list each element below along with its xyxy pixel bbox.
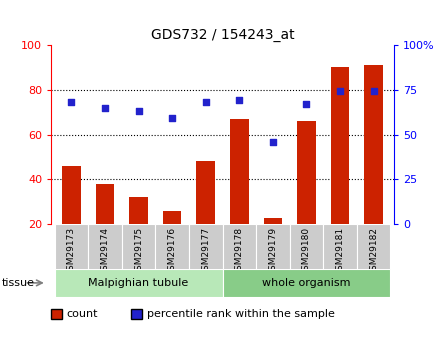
Text: percentile rank within the sample: percentile rank within the sample <box>147 309 335 319</box>
Bar <box>62 166 81 224</box>
Point <box>202 99 209 105</box>
Bar <box>222 224 256 278</box>
Bar <box>55 269 222 297</box>
Bar <box>290 224 323 278</box>
Text: GSM29174: GSM29174 <box>101 227 109 276</box>
Point <box>269 139 276 145</box>
Bar <box>122 224 155 278</box>
Text: whole organism: whole organism <box>262 278 351 288</box>
Bar <box>256 224 290 278</box>
Point <box>169 116 176 121</box>
Point <box>336 89 344 94</box>
Text: GSM29176: GSM29176 <box>168 227 177 276</box>
Bar <box>364 65 383 224</box>
Text: GSM29177: GSM29177 <box>201 227 210 276</box>
Bar <box>129 197 148 224</box>
Text: GSM29175: GSM29175 <box>134 227 143 276</box>
Bar <box>55 224 88 278</box>
Text: tissue: tissue <box>2 278 35 288</box>
Text: GSM29181: GSM29181 <box>336 227 344 276</box>
Point <box>370 89 377 94</box>
Text: GSM29173: GSM29173 <box>67 227 76 276</box>
Text: count: count <box>67 309 98 319</box>
Text: GSM29180: GSM29180 <box>302 227 311 276</box>
Text: GSM29179: GSM29179 <box>268 227 277 276</box>
Point <box>236 98 243 103</box>
Bar <box>88 224 122 278</box>
Bar <box>155 224 189 278</box>
Title: GDS732 / 154243_at: GDS732 / 154243_at <box>151 28 294 42</box>
Bar <box>222 269 390 297</box>
Bar <box>331 67 349 224</box>
Bar <box>163 211 182 224</box>
Bar <box>230 119 249 224</box>
Point <box>68 99 75 105</box>
Bar <box>263 218 282 224</box>
Point <box>303 101 310 107</box>
Bar <box>323 224 357 278</box>
Point <box>101 105 109 110</box>
Text: Malpighian tubule: Malpighian tubule <box>89 278 189 288</box>
Text: GSM29178: GSM29178 <box>235 227 244 276</box>
Point <box>135 108 142 114</box>
Bar <box>96 184 114 224</box>
Text: GSM29182: GSM29182 <box>369 227 378 276</box>
Bar <box>357 224 390 278</box>
Bar <box>196 161 215 224</box>
Bar <box>297 121 316 224</box>
Bar <box>189 224 222 278</box>
